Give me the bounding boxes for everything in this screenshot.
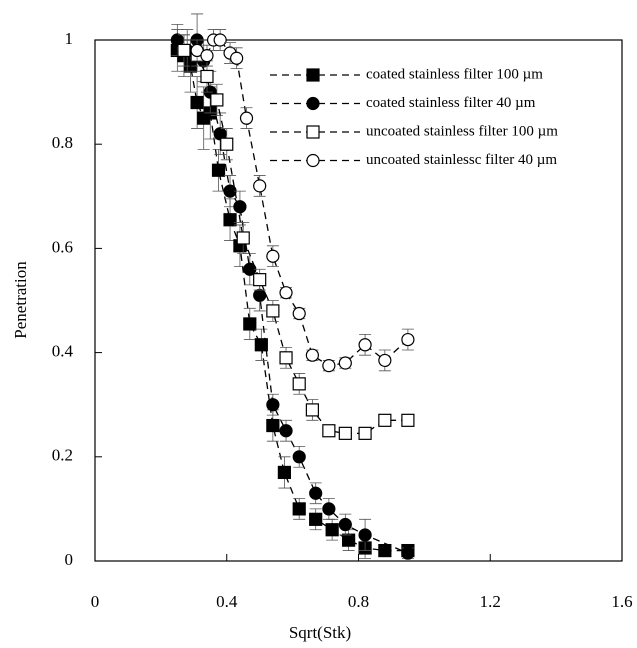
marker [266,418,280,433]
marker [266,249,280,263]
marker [378,353,392,368]
marker [401,413,415,427]
marker [177,43,191,58]
legend-marker [306,96,320,111]
marker [190,95,204,110]
x-tick-label: 0.8 [348,592,369,611]
marker [378,543,392,558]
marker [325,523,339,537]
marker [253,288,267,302]
marker [239,111,254,125]
marker [254,338,268,352]
x-tick-label: 1.6 [611,592,632,611]
marker [253,179,267,193]
marker [213,33,227,47]
marker [266,398,280,412]
marker [236,231,250,245]
marker [279,351,293,365]
legend-label: coated stainless filter 100 µm [366,66,543,82]
x-tick-label: 1.2 [480,592,501,611]
y-tick-label: 0.8 [52,133,73,152]
marker [358,528,372,542]
marker [210,93,224,107]
marker [305,348,319,362]
marker [322,502,336,516]
legend-marker [306,153,320,168]
marker [358,338,372,352]
series-line [183,49,408,435]
legend-label: uncoated stainless filter 100 µm [366,123,558,139]
marker [342,533,356,547]
series-line [196,39,409,367]
x-tick-label: 0.4 [216,592,238,611]
marker [211,163,226,177]
marker [200,69,214,84]
marker [358,426,372,440]
marker [401,546,415,560]
y-tick-label: 0 [65,550,74,569]
marker [223,213,237,227]
marker [292,306,306,321]
marker [200,49,214,63]
x-tick-label: 0 [91,592,100,611]
marker [322,424,336,438]
marker [292,502,306,516]
plot-frame [94,39,623,562]
x-axis-label: Sqrt(Stk) [289,623,351,642]
marker [338,426,352,440]
legend-marker [306,125,320,139]
marker [292,450,306,464]
y-axis-label: Penetration [11,261,30,339]
marker [305,403,319,417]
y-tick-label: 0.4 [52,342,74,361]
marker [220,137,234,151]
marker [253,273,267,287]
marker [338,356,352,370]
legend-label: coated stainless filter 40 µm [366,95,536,111]
marker [292,377,306,391]
legend-label: uncoated stainlessc filter 40 µm [366,152,557,168]
y-tick-label: 1 [65,29,74,48]
marker [230,51,244,65]
marker [322,359,336,373]
y-tick-label: 0.2 [52,446,73,465]
marker [401,332,415,347]
marker [309,512,323,526]
marker [338,517,352,532]
marker [279,424,293,438]
marker [243,317,257,331]
marker [378,413,392,427]
y-tick-label: 0.6 [52,237,73,256]
marker [279,286,293,300]
marker [233,200,247,214]
marker [309,486,323,500]
marker [277,465,291,480]
legend-marker [306,68,320,82]
marker [266,304,280,318]
